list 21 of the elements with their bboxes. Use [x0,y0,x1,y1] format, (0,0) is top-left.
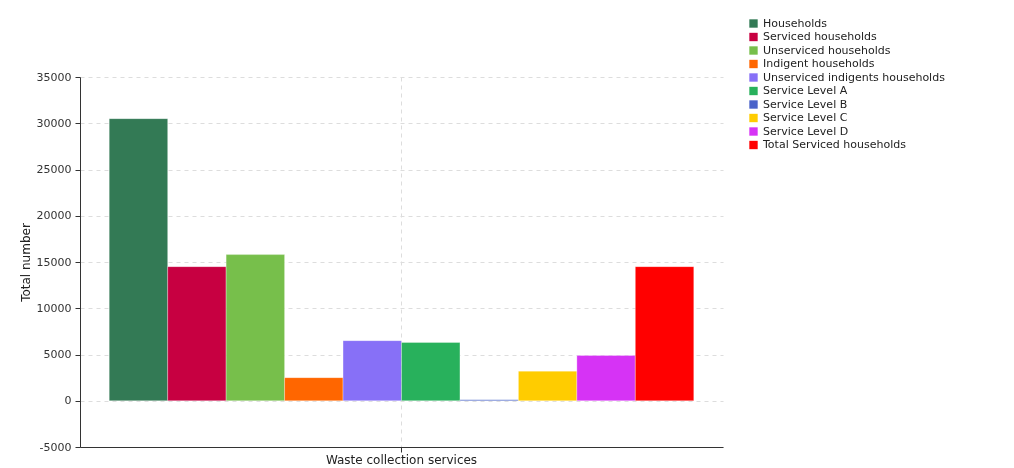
legend-label: Service Level A [763,84,848,97]
y-tick-label: 35000 [36,70,72,84]
y-tick-label: 20000 [36,209,72,223]
legend-label: Service Level D [763,124,849,138]
y-tick-label: 10000 [36,301,72,315]
y-tick-label: -5000 [39,440,72,454]
legend-label: Service Level B [763,97,848,111]
legend-label: Households [763,16,828,30]
legend-label: Serviced households [763,30,878,43]
y-tick-label: 30000 [36,116,72,130]
y-tick-label: 25000 [36,163,72,176]
y-tick-label: 15000 [36,255,72,269]
y-tick-label: 5000 [43,348,72,361]
legend-label: Service Level C [763,111,848,124]
legend-label: Unserviced indigents households [763,70,946,84]
x-tick-label: Waste collection services [325,452,478,467]
y-axis-title: Total number [18,223,33,303]
legend-label: Indigent households [763,57,875,70]
y-tick-label: 0 [64,394,72,408]
legend-label: Total Serviced households [762,138,907,151]
legend-label: Unserviced households [763,43,891,57]
